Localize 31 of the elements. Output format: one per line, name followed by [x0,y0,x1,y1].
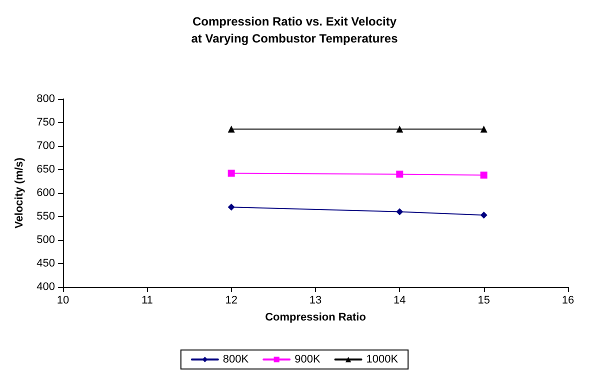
point [228,170,235,177]
y-tick-label: 750 [36,116,55,128]
x-tick-label: 12 [225,294,238,306]
x-tick-label: 16 [562,294,574,306]
y-tick-label: 650 [36,164,55,176]
x-tick-label: 14 [394,294,406,306]
y-tick-label: 800 [36,93,55,105]
x-tick-label: 11 [141,294,153,306]
chart-title: Compression Ratio vs. Exit Velocity at Varying Combustor Temperatures [191,14,398,46]
y-tick-label: 400 [36,281,55,293]
point [396,208,404,216]
legend-label: 800K [222,354,250,366]
y-tick-label: 600 [36,187,55,199]
y-tick-label: 550 [36,210,55,222]
x-tick-label: 10 [56,294,70,306]
point [396,126,404,133]
y-tick-label: 700 [36,140,55,152]
x-axis-title: Compression Ratio [265,312,366,324]
y-tick-label: 500 [36,234,55,246]
y-tick-label: 450 [36,258,55,270]
point [480,212,488,219]
x-tick-label: 15 [478,294,490,306]
legend-label: 1000K [366,354,399,366]
point [480,126,488,133]
point [396,170,404,178]
y-axis-title: Velocity (m/s) [14,157,26,228]
point [228,204,235,211]
legend-label: 900K [294,354,321,366]
point [480,172,488,179]
x-tick-label: 13 [309,294,322,306]
point [228,126,235,133]
